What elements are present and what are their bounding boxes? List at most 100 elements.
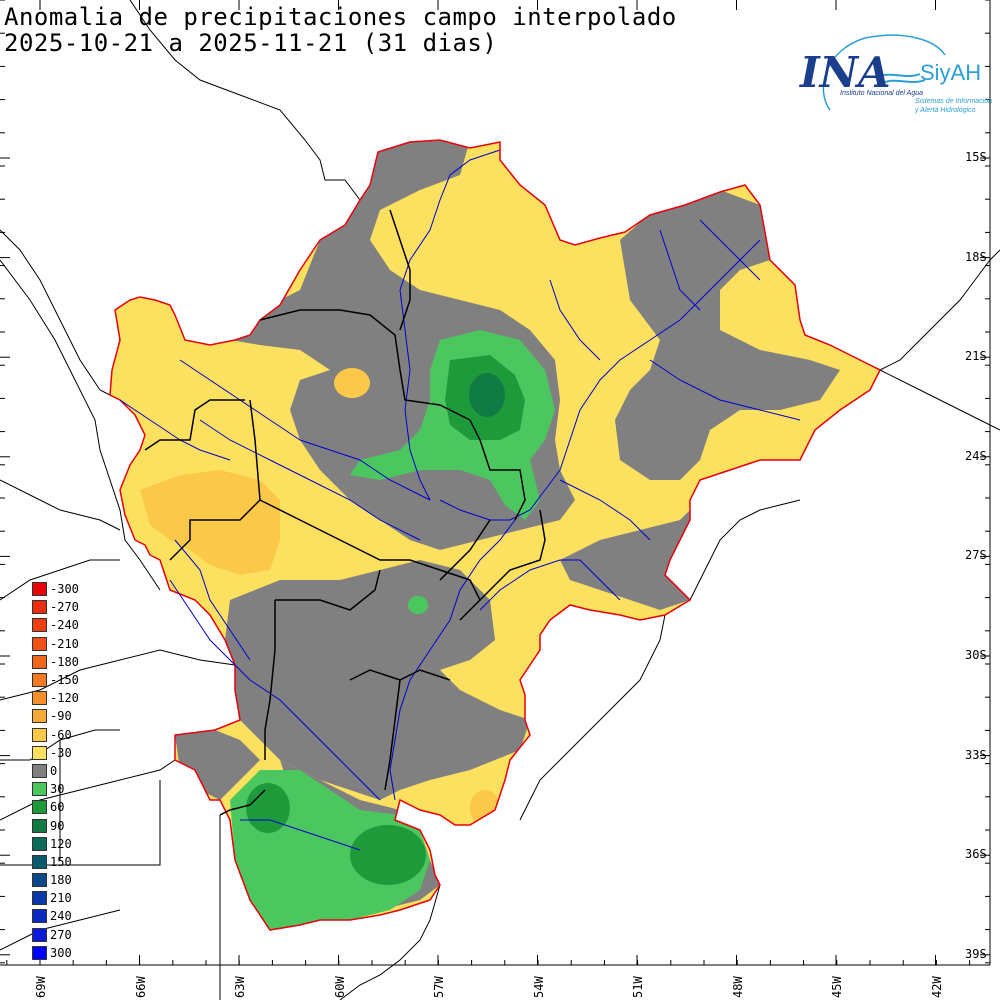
legend-item: 120 — [32, 835, 102, 853]
legend-label: -240 — [50, 618, 79, 633]
legend-label: -270 — [50, 600, 79, 615]
lat-label: 36S — [965, 847, 987, 862]
legend-swatch — [32, 891, 47, 906]
legend-swatch — [32, 636, 47, 651]
legend-item: -180 — [32, 653, 102, 671]
legend-label: -150 — [50, 673, 79, 688]
legend-label: 0 — [50, 763, 58, 778]
lat-label: 21S — [965, 349, 987, 364]
lon-label: 69W — [34, 976, 48, 998]
legend-swatch — [32, 745, 47, 760]
legend-swatch — [32, 836, 47, 851]
lon-label: 54W — [531, 976, 546, 998]
anomaly-field — [110, 140, 880, 930]
legend-item: -300 — [32, 580, 102, 598]
field-green-dark-sw — [246, 783, 290, 833]
map-title: Anomalia de precipitaciones campo interp… — [4, 3, 677, 31]
lon-label: 51W — [631, 976, 645, 998]
legend-item: -150 — [32, 671, 102, 689]
legend-swatch — [32, 654, 47, 669]
field-orange-west — [140, 470, 280, 575]
legend-label: 90 — [50, 818, 65, 833]
lon-label: 66W — [133, 976, 148, 998]
logo-subtitle-systems: Sistemas de Información — [915, 98, 993, 105]
field-gray-southeast — [560, 500, 700, 610]
legend-label: -30 — [50, 745, 72, 760]
legend-label: 270 — [50, 927, 72, 942]
lat-label: 18S — [965, 249, 987, 264]
legend-label: 30 — [50, 782, 65, 797]
lat-label: 27S — [965, 548, 987, 563]
legend-swatch — [32, 873, 47, 888]
legend-swatch — [32, 600, 47, 615]
lon-label: 48W — [730, 976, 745, 998]
logo-siyah-text: SiyAH — [920, 60, 982, 85]
logo-subtitle-institute: Instituto Nacional del Agua — [840, 90, 924, 97]
legend-label: -90 — [50, 709, 72, 724]
legend-swatch — [32, 727, 47, 742]
legend-label: -60 — [50, 727, 72, 742]
legend-item: 60 — [32, 798, 102, 816]
legend-item: -90 — [32, 707, 102, 725]
legend-label: 300 — [50, 945, 72, 960]
basin-outline — [109, 139, 882, 931]
axis-ticks — [0, 0, 991, 966]
color-legend: -300 -270 -240 -210 -180 -150 -120 -90 -60 -30 0 30… — [32, 580, 102, 962]
legend-label: 210 — [50, 891, 72, 906]
legend-swatch — [32, 618, 47, 633]
field-green-spot — [408, 596, 428, 614]
legend-item: 240 — [32, 907, 102, 925]
legend-swatch — [32, 909, 47, 924]
legend-swatch — [32, 945, 47, 960]
country-borders-outline — [0, 0, 361, 1000]
logo-swoosh-icon — [822, 34, 946, 111]
legend-item: 90 — [32, 816, 102, 834]
field-green-teal-center — [469, 373, 505, 417]
lat-label: 30S — [965, 648, 987, 662]
lat-label: 33S — [965, 747, 987, 762]
legend-label: -210 — [50, 636, 79, 651]
legend-label: 120 — [50, 836, 72, 851]
legend-item: 300 — [32, 944, 102, 962]
lon-label: 63W — [233, 976, 247, 998]
legend-swatch — [32, 582, 47, 597]
lat-ticks — [0, 0, 990, 964]
logo-ina-text: INA — [800, 48, 891, 97]
legend-swatch — [32, 854, 47, 869]
coastline-east — [339, 249, 1000, 1000]
legend-item: -120 — [32, 689, 102, 707]
legend-swatch — [32, 691, 47, 706]
legend-item: 270 — [32, 926, 102, 944]
legend-swatch — [32, 800, 47, 815]
lat-label: 24S — [965, 448, 987, 463]
rivers — [119, 149, 801, 851]
legend-label: 60 — [50, 800, 65, 815]
field-gray-south — [225, 560, 530, 800]
legend-item: 210 — [32, 889, 102, 907]
legend-swatch — [32, 782, 47, 797]
legend-item: -30 — [32, 744, 102, 762]
legend-swatch — [32, 927, 47, 942]
lon-label: 42W — [929, 976, 944, 998]
legend-label: -180 — [50, 654, 79, 669]
legend-item: -60 — [32, 726, 102, 744]
legend-label: 180 — [50, 873, 72, 888]
legend-label: -120 — [50, 691, 79, 706]
legend-label: -300 — [50, 582, 79, 597]
field-green-dark-se — [350, 825, 426, 885]
field-orange-spot — [334, 368, 370, 398]
lat-label: 15S — [965, 150, 987, 164]
lon-ticks — [6, 0, 971, 965]
legend-item: -210 — [32, 635, 102, 653]
lat-label: 39S — [965, 946, 987, 961]
legend-item: 180 — [32, 871, 102, 889]
country-borders-inner — [144, 209, 546, 816]
lon-label: 45W — [830, 976, 844, 998]
legend-label: 150 — [50, 854, 72, 869]
map-date-range: 2025-10-21 a 2025-11-21 (31 dias) — [4, 29, 498, 57]
ina-siyah-logo: INA SiyAH Instituto Nacional del Agua Si… — [795, 30, 995, 130]
legend-item: -240 — [32, 616, 102, 634]
legend-swatch — [32, 763, 47, 778]
legend-item: 150 — [32, 853, 102, 871]
